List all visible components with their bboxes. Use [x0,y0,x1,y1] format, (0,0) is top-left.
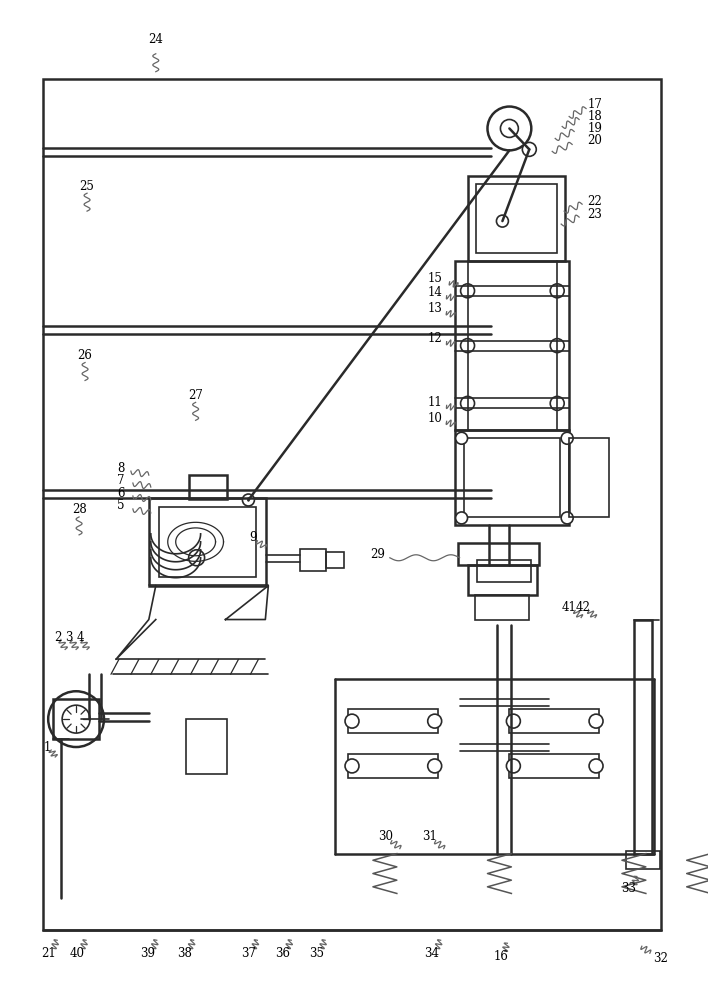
Text: 19: 19 [588,122,603,135]
Bar [474,595,530,620]
Text: 31: 31 [423,830,437,843]
Bar [149,498,267,586]
Text: 28: 28 [72,503,86,516]
Bar [300,549,326,571]
Text: 7: 7 [117,474,125,487]
Text: 26: 26 [77,349,92,362]
Text: 11: 11 [428,396,442,409]
Text: 42: 42 [576,601,591,614]
Bar [509,754,599,778]
Circle shape [550,339,564,353]
Bar [53,699,99,739]
Text: 4: 4 [77,631,84,644]
Text: 1: 1 [43,741,51,754]
Circle shape [523,142,536,156]
Circle shape [501,119,518,137]
Text: 2: 2 [55,631,62,644]
Circle shape [562,512,573,524]
Text: 6: 6 [117,487,125,500]
Bar [43,79,661,930]
Circle shape [550,396,564,410]
Text: 30: 30 [379,830,393,843]
Bar [186,719,228,774]
Circle shape [456,512,467,524]
Text: 36: 36 [275,947,290,960]
Text: 37: 37 [241,947,256,960]
Circle shape [488,107,531,150]
Text: 22: 22 [588,195,603,208]
Text: 39: 39 [140,947,155,960]
Bar [326,552,344,568]
Text: 38: 38 [177,947,192,960]
Text: 33: 33 [621,882,637,895]
Circle shape [456,432,467,444]
Circle shape [496,215,508,227]
Bar [467,176,565,261]
Bar [464,438,560,517]
Circle shape [242,494,255,506]
Text: 40: 40 [69,947,84,960]
Text: 14: 14 [428,286,442,299]
Circle shape [461,396,474,410]
Text: 41: 41 [562,601,576,614]
Text: 17: 17 [588,98,603,111]
Text: 3: 3 [65,631,73,644]
Text: 10: 10 [428,412,442,425]
Text: 20: 20 [588,134,603,147]
Text: 24: 24 [148,33,163,46]
Text: 9: 9 [250,531,257,544]
Text: 35: 35 [308,947,323,960]
Bar [454,430,569,525]
Circle shape [562,432,573,444]
Circle shape [589,759,603,773]
Text: 5: 5 [117,499,125,512]
Bar [634,620,652,854]
Circle shape [461,284,474,298]
Text: 23: 23 [588,208,603,221]
Text: 12: 12 [428,332,442,345]
Circle shape [428,714,442,728]
Circle shape [506,759,520,773]
Circle shape [345,759,359,773]
Circle shape [345,714,359,728]
Circle shape [62,705,90,733]
Text: 32: 32 [654,952,669,965]
Circle shape [550,284,564,298]
Circle shape [189,550,205,566]
Text: 13: 13 [428,302,442,315]
Text: 21: 21 [41,947,55,960]
Circle shape [48,691,104,747]
Bar [476,184,557,253]
Bar [159,507,257,577]
Bar [569,438,609,517]
Bar [509,709,599,733]
Bar [348,754,437,778]
Text: 27: 27 [188,389,203,402]
Bar [454,261,569,430]
Circle shape [461,339,474,353]
Circle shape [428,759,442,773]
Bar [626,851,660,869]
Text: 8: 8 [117,462,125,475]
Bar [476,560,531,582]
Bar [467,565,537,595]
Text: 18: 18 [588,110,603,123]
Circle shape [589,714,603,728]
Text: 29: 29 [371,548,386,561]
Text: 34: 34 [424,947,439,960]
Text: 16: 16 [494,950,509,963]
Bar [348,709,437,733]
Text: 25: 25 [79,180,94,193]
Bar [457,543,540,565]
Text: 15: 15 [428,272,442,285]
Bar [189,475,226,499]
Circle shape [506,714,520,728]
